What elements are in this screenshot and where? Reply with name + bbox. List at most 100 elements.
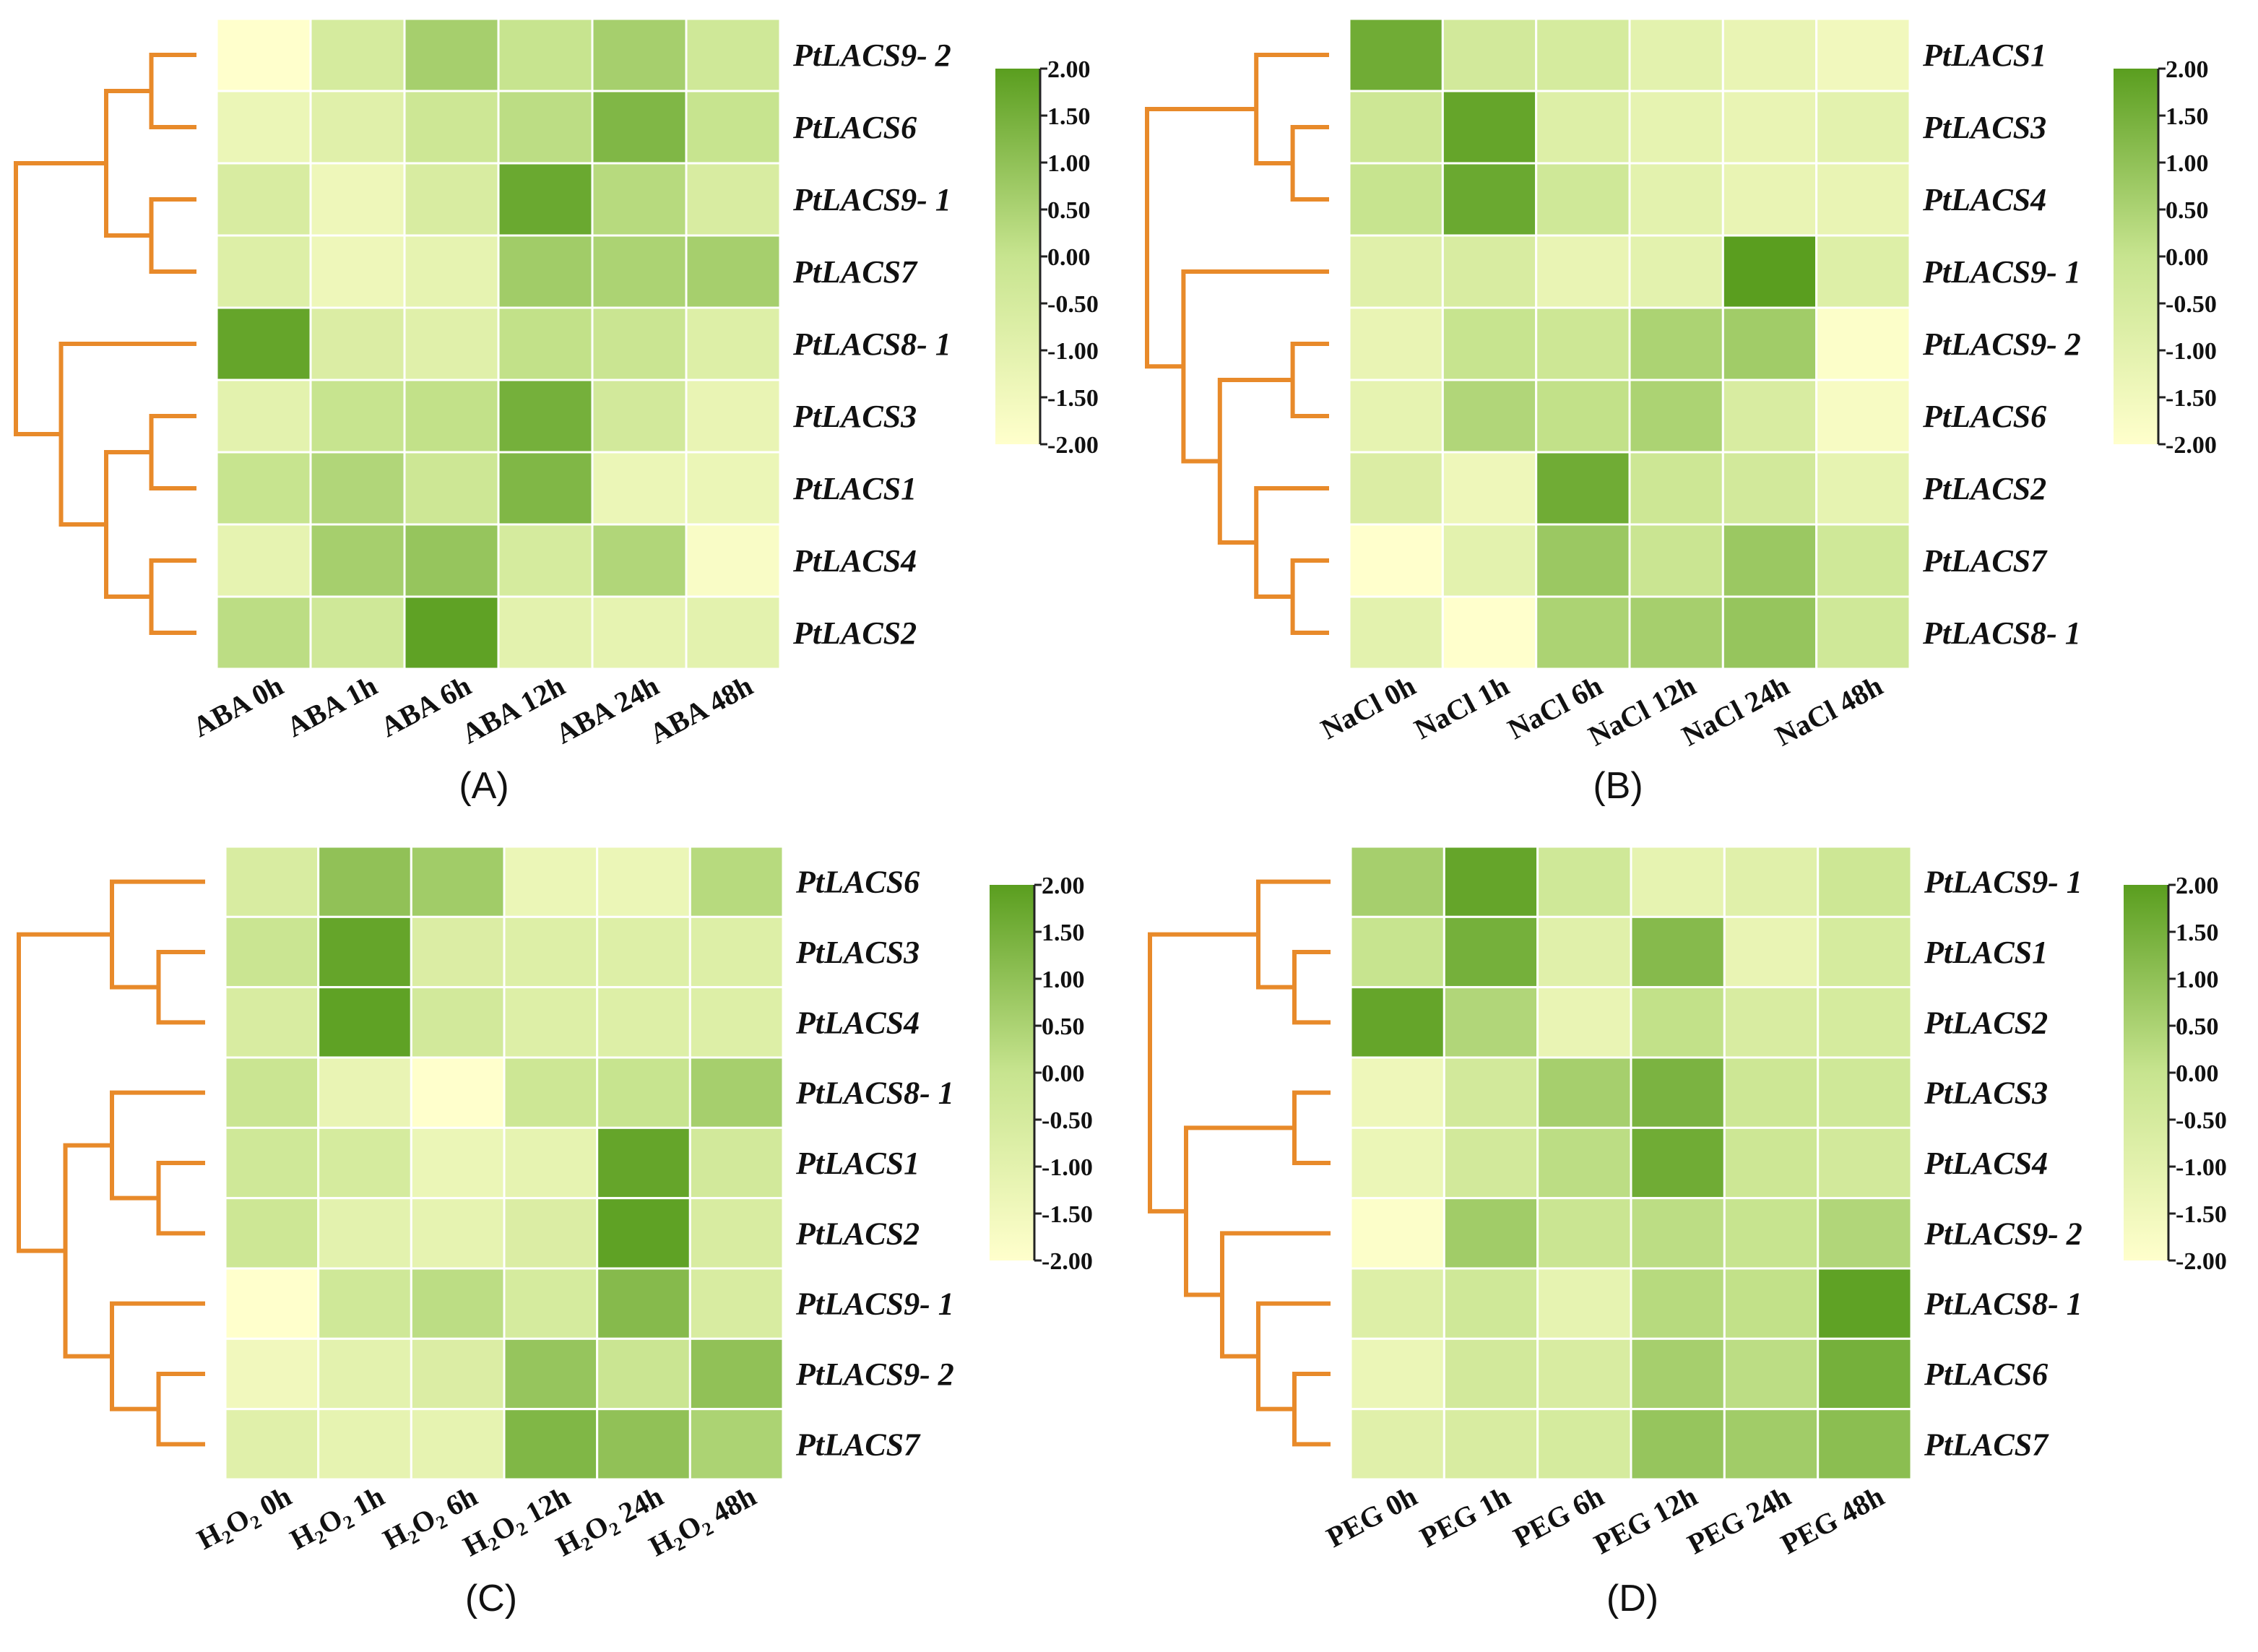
- colorbar-tick-label: 2.00: [1042, 873, 1085, 899]
- colorbar-tick-label: -0.50: [1047, 291, 1099, 318]
- row-label: PtLACS3: [1922, 110, 2046, 145]
- column-label: H2O2 1h: [285, 1479, 392, 1559]
- heatmap-cell: [1630, 845, 1726, 918]
- colorbar-tick-label: 1.50: [1047, 103, 1091, 130]
- heatmap-cell: [497, 306, 594, 381]
- column-label: NaCl 1h: [1409, 669, 1514, 745]
- column-label: PEG 12h: [1588, 1479, 1703, 1560]
- heatmap-cell: [1815, 17, 1911, 92]
- heatmap-cell: [1348, 90, 1444, 165]
- heatmap-cell: [410, 915, 506, 989]
- dendrogram-branch: [1290, 558, 1329, 635]
- dendrogram-branch: [104, 450, 152, 599]
- heatmap-cell: [309, 379, 406, 454]
- heatmap-cell: [1535, 523, 1631, 598]
- colorbar-tick-label: 0.50: [1042, 1013, 1085, 1040]
- column-label: NaCl 12h: [1583, 669, 1700, 752]
- heatmap-cell: [410, 845, 506, 918]
- heatmap-cell: [591, 451, 688, 526]
- dendrogram-branch: [17, 932, 112, 1253]
- heatmap-cell: [596, 1408, 691, 1481]
- heatmap-cell: [1441, 162, 1538, 237]
- heatmap-cell: [403, 17, 500, 92]
- dendrogram-branch: [59, 342, 196, 527]
- row-label: PtLACS3: [792, 399, 917, 434]
- heatmap-cell: [410, 1337, 506, 1411]
- heatmap-cell: [215, 451, 312, 526]
- column-label: PEG 1h: [1414, 1479, 1515, 1554]
- heatmap-cell: [309, 90, 406, 165]
- heatmap-cell: [224, 1126, 320, 1200]
- heatmap-cell: [1817, 1337, 1913, 1411]
- heatmap-cell: [224, 845, 320, 918]
- heatmap-cell: [317, 845, 412, 918]
- heatmap-cell: [403, 90, 500, 165]
- heatmap-cell: [1630, 1267, 1726, 1340]
- heatmap-cell: [309, 17, 406, 92]
- heatmap-cell: [1723, 1126, 1820, 1200]
- heatmap-cell: [503, 1337, 599, 1411]
- dendrogram-branch: [149, 53, 196, 129]
- row-label: PtLACS1: [792, 471, 917, 506]
- heatmap-cell: [224, 915, 320, 989]
- heatmap-cell: [591, 595, 688, 670]
- column-label: NaCl 0h: [1315, 669, 1421, 745]
- heatmap-cell: [596, 845, 691, 918]
- heatmap-cell: [688, 1337, 784, 1411]
- heatmap-cell: [215, 234, 312, 309]
- heatmap-cell: [1815, 306, 1911, 381]
- heatmap-cell: [403, 379, 500, 454]
- heatmap-cell: [1630, 1126, 1726, 1200]
- row-label: PtLACS7: [1924, 1427, 2049, 1462]
- heatmap-cell: [1349, 1126, 1445, 1200]
- row-label: PtLACS2: [792, 615, 917, 651]
- heatmap-cell: [1815, 234, 1911, 309]
- heatmap-cell: [1349, 1337, 1445, 1411]
- heatmap-cell: [317, 1408, 412, 1481]
- heatmap-cell: [1536, 1126, 1632, 1200]
- row-label: PtLACS4: [1924, 1146, 2048, 1181]
- colorbar-tick-label: 2.00: [1047, 56, 1091, 83]
- dendrogram-branch: [1290, 342, 1329, 418]
- panel-label: (B): [1593, 765, 1643, 807]
- heatmap-cell: [317, 986, 412, 1059]
- heatmap-cell: [410, 986, 506, 1059]
- colorbar-tick-label: -1.50: [1047, 385, 1099, 412]
- heatmap-cell: [1348, 523, 1444, 598]
- heatmap-cell: [685, 379, 782, 454]
- row-label: PtLACS1: [795, 1146, 920, 1181]
- panel-label: (A): [459, 765, 509, 807]
- dendrogram-branch: [63, 1143, 112, 1359]
- dendrogram-branch: [149, 558, 196, 635]
- heatmap-cell: [1817, 1267, 1913, 1340]
- row-label: PtLACS4: [795, 1005, 920, 1040]
- heatmap-cell: [591, 306, 688, 381]
- heatmap-cell: [410, 1197, 506, 1270]
- colorbar-tick-label: -2.00: [2166, 432, 2217, 459]
- colorbar-tick-label: 0.00: [2166, 244, 2209, 271]
- heatmap-cell: [685, 595, 782, 670]
- heatmap-cell: [1442, 1056, 1539, 1129]
- heatmap-cell: [1815, 379, 1911, 454]
- heatmap-cell: [403, 523, 500, 598]
- heatmap-cell: [1721, 523, 1818, 598]
- row-label: PtLACS8- 1: [795, 1076, 954, 1111]
- heatmap-cell: [1442, 1408, 1539, 1481]
- heatmap-cell: [1348, 306, 1444, 381]
- heatmap-cell: [309, 306, 406, 381]
- heatmap-cell: [591, 17, 688, 92]
- heatmap-cell: [688, 1056, 784, 1129]
- row-label: PtLACS6: [795, 865, 920, 900]
- heatmap-cell: [1442, 1197, 1539, 1270]
- colorbar-tick-label: -2.00: [2176, 1248, 2227, 1275]
- heatmap-cell: [1630, 1056, 1726, 1129]
- colorbar-tick-label: -1.00: [2166, 338, 2217, 365]
- heatmap-cell: [503, 1056, 599, 1129]
- colorbar-tick-label: 0.00: [1042, 1060, 1085, 1087]
- heatmap-cell: [1721, 234, 1818, 309]
- column-label: H2O2 0h: [191, 1479, 298, 1559]
- heatmap-cell: [224, 1337, 320, 1411]
- column-label: PEG 0h: [1321, 1479, 1422, 1554]
- dendrogram-branch: [104, 89, 152, 238]
- heatmap-cell: [1628, 162, 1724, 237]
